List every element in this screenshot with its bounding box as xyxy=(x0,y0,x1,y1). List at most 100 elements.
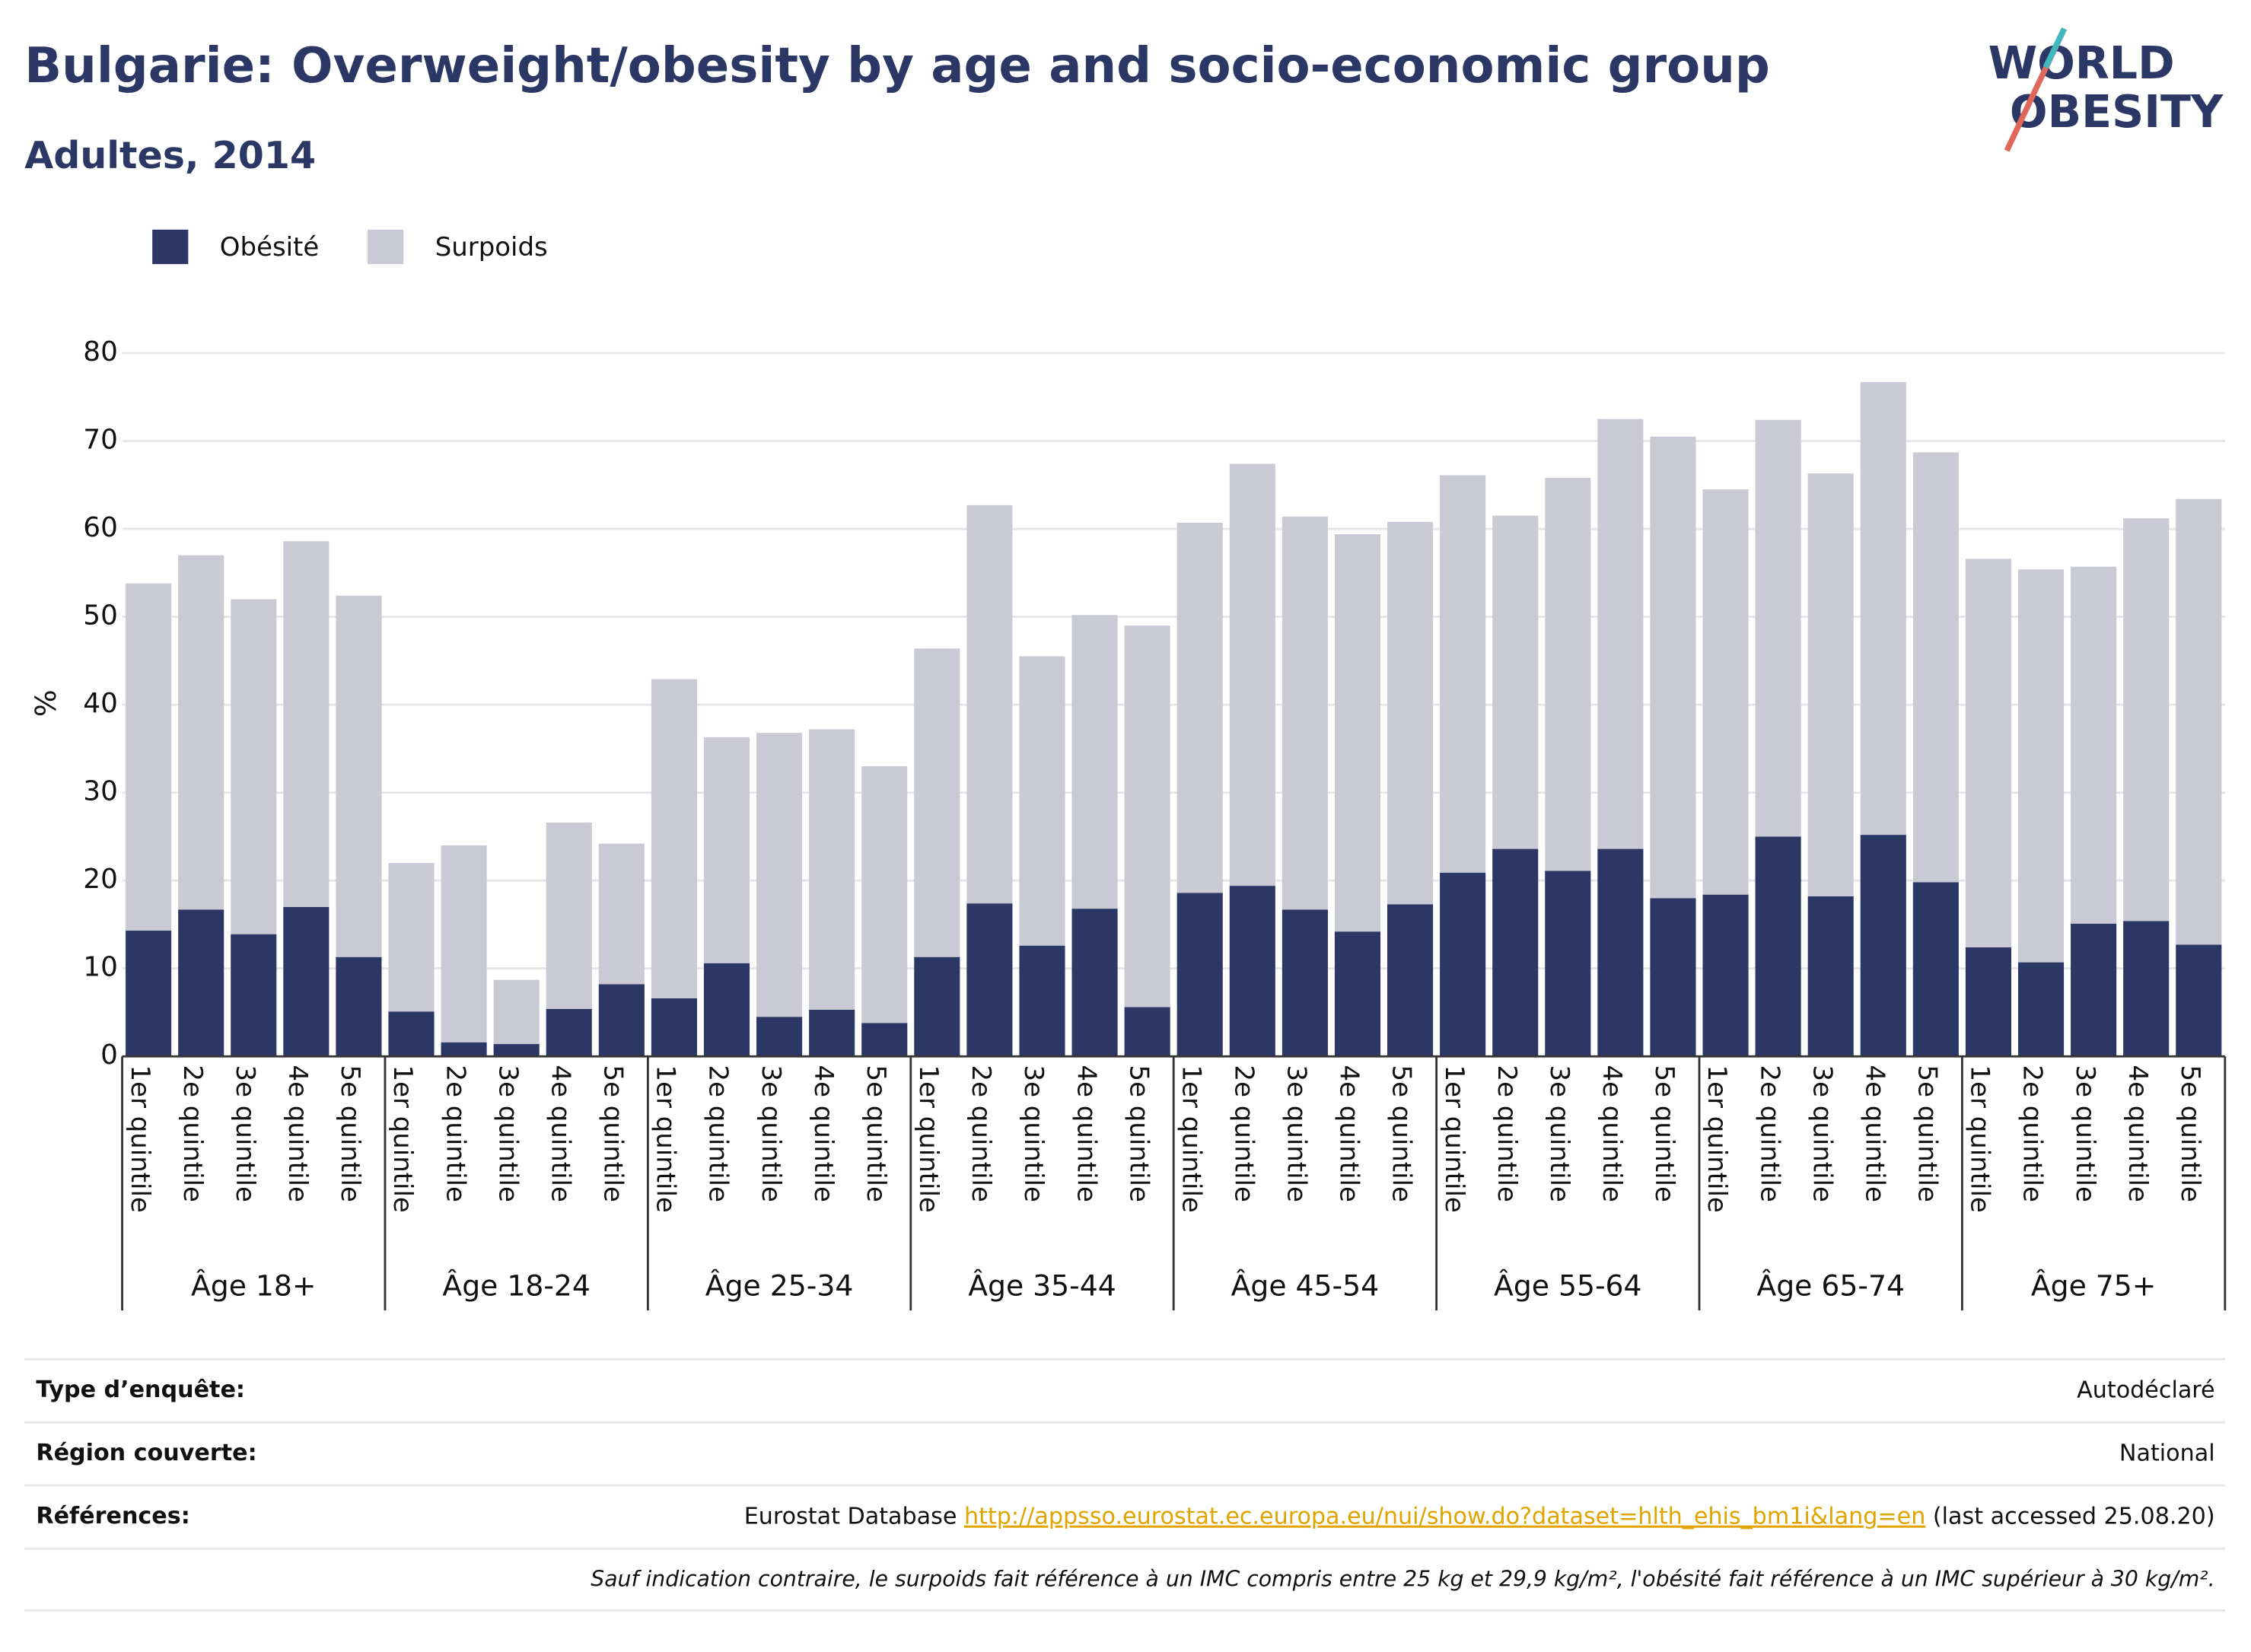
bar-segment xyxy=(126,931,172,1057)
bar-segment xyxy=(1755,419,1801,837)
bar-segment xyxy=(388,863,435,1012)
bar-segment xyxy=(1124,625,1170,1007)
logo-text: OBESITY xyxy=(2010,86,2224,138)
bar-segment xyxy=(703,737,750,963)
y-axis-label: % xyxy=(29,689,62,717)
bar-segment xyxy=(1387,904,1434,1057)
bar-segment xyxy=(2176,498,2222,945)
x-tick-label: 3e quintile xyxy=(1018,1065,1049,1202)
x-tick-label: 4e quintile xyxy=(282,1065,313,1202)
bar-segment xyxy=(598,843,645,985)
x-tick-label: 3e quintile xyxy=(756,1065,786,1202)
bar-segment xyxy=(1019,656,1065,946)
x-tick-label: 1er quintile xyxy=(1439,1065,1469,1213)
bar-segment xyxy=(966,903,1013,1057)
bar-segment xyxy=(178,909,224,1057)
reference-link[interactable]: http://appsso.eurostat.ec.europa.eu/nui/… xyxy=(964,1503,1925,1529)
bar-segment xyxy=(1755,836,1801,1057)
x-tick-label: 3e quintile xyxy=(492,1065,523,1202)
y-tick-label: 70 xyxy=(83,425,118,456)
bar-segment xyxy=(1597,848,1644,1057)
y-tick-label: 0 xyxy=(100,1039,118,1071)
bar-segment xyxy=(651,998,697,1057)
bar-segment xyxy=(1176,893,1223,1057)
bar-segment xyxy=(1965,947,2012,1057)
x-tick-label: 2e quintile xyxy=(177,1065,208,1202)
bar-segment xyxy=(1282,909,1328,1057)
bar-segment xyxy=(1071,909,1118,1057)
x-tick-label: 1er quintile xyxy=(387,1065,418,1213)
bar-segment xyxy=(178,555,224,910)
x-tick-label: 2e quintile xyxy=(1754,1065,1785,1202)
group-label: Âge 65-74 xyxy=(1756,1268,1905,1302)
y-tick-label: 20 xyxy=(83,864,118,895)
x-tick-label: 4e quintile xyxy=(2122,1065,2153,1202)
chart-title: Bulgarie: Overweight/obesity by age and … xyxy=(24,37,1769,94)
bar-segment xyxy=(966,505,1013,904)
group-label: Âge 18-24 xyxy=(442,1268,591,1302)
group-label: Âge 25-34 xyxy=(705,1268,854,1302)
bar-segment xyxy=(336,957,382,1057)
bar-segment xyxy=(1807,896,1854,1057)
bar-segment xyxy=(283,541,330,907)
bar-segment xyxy=(283,906,330,1057)
bar-segment xyxy=(1334,931,1381,1057)
x-tick-label: 5e quintile xyxy=(1649,1065,1679,1202)
bar-segment xyxy=(1334,533,1381,932)
bar-segment xyxy=(493,1044,540,1057)
x-tick-label: 5e quintile xyxy=(598,1065,629,1202)
x-tick-label: 5e quintile xyxy=(861,1065,891,1202)
bar-segment xyxy=(756,733,803,1017)
bar-segment xyxy=(1860,835,1906,1057)
x-tick-label: 3e quintile xyxy=(1544,1065,1574,1202)
footer-value-part: Eurostat Database xyxy=(744,1503,964,1529)
x-tick-label: 1er quintile xyxy=(1176,1065,1206,1213)
group-label: Âge 75+ xyxy=(2031,1268,2157,1302)
bar-segment xyxy=(1282,516,1328,910)
bar-segment xyxy=(914,648,960,957)
bar-segment xyxy=(441,845,487,1042)
footer-value: Autodéclaré xyxy=(2077,1377,2214,1403)
x-tick-label: 5e quintile xyxy=(1387,1065,1417,1202)
bar-segment xyxy=(1229,886,1275,1057)
x-tick-label: 1er quintile xyxy=(651,1065,681,1213)
x-tick-label: 4e quintile xyxy=(1597,1065,1627,1202)
x-tick-label: 2e quintile xyxy=(1228,1065,1259,1202)
y-tick-label: 40 xyxy=(83,688,118,719)
bar-segment xyxy=(231,599,277,934)
bar-segment xyxy=(546,1008,592,1057)
bar-segment xyxy=(1440,872,1486,1057)
logo-slash xyxy=(2042,27,2067,69)
bar-segment xyxy=(1071,615,1118,909)
bar-segment xyxy=(756,1017,803,1057)
x-tick-label: 3e quintile xyxy=(230,1065,260,1202)
bar-segment xyxy=(914,957,960,1057)
x-tick-label: 1er quintile xyxy=(1702,1065,1732,1213)
legend-swatch xyxy=(152,229,189,265)
x-tick-label: 2e quintile xyxy=(966,1065,996,1202)
x-tick-label: 4e quintile xyxy=(808,1065,839,1202)
bar-segment xyxy=(1912,882,1959,1057)
x-tick-label: 3e quintile xyxy=(1282,1065,1312,1202)
bar-segment xyxy=(2123,518,2170,921)
x-tick-label: 5e quintile xyxy=(335,1065,365,1202)
x-tick-label: 4e quintile xyxy=(1859,1065,1890,1202)
bar-segment xyxy=(1440,475,1486,873)
x-tick-label: 2e quintile xyxy=(703,1065,734,1202)
footer-value-part: (last accessed 25.08.20) xyxy=(1925,1503,2214,1529)
footer-value: Eurostat Database http://appsso.eurostat… xyxy=(744,1503,2215,1529)
bar-segment xyxy=(1807,473,1854,896)
bar-segment xyxy=(1176,522,1223,893)
bar-segment xyxy=(2176,944,2222,1057)
bar-segment xyxy=(1229,463,1275,886)
chart-subtitle: Adultes, 2014 xyxy=(24,133,316,177)
bar-segment xyxy=(336,595,382,957)
bar-segment xyxy=(1912,452,1959,883)
x-tick-label: 1er quintile xyxy=(1965,1065,1995,1213)
bar-segment xyxy=(546,822,592,1009)
bar-segment xyxy=(809,1010,855,1057)
bar-segment xyxy=(809,729,855,1011)
x-tick-label: 5e quintile xyxy=(1123,1065,1154,1202)
bar-segment xyxy=(861,766,908,1023)
legend-label: Surpoids xyxy=(435,232,548,263)
